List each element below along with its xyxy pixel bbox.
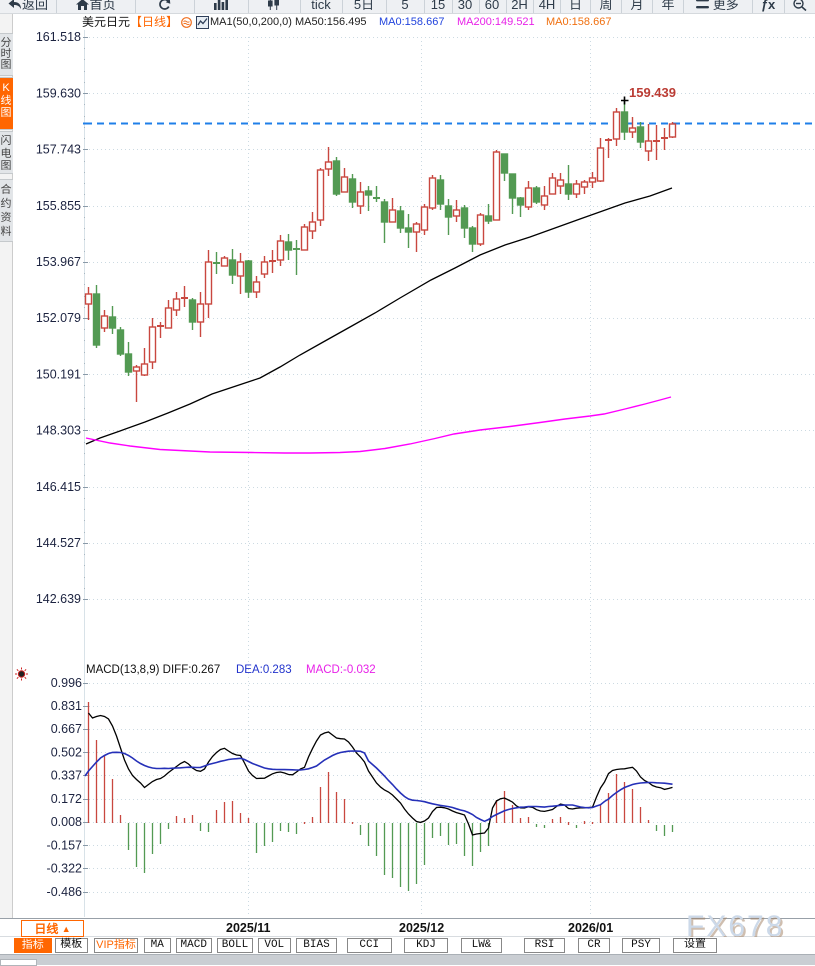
svg-text:0.008: 0.008 (51, 815, 82, 829)
svg-text:0.996: 0.996 (51, 676, 82, 690)
svg-text:153.967: 153.967 (36, 255, 81, 269)
svg-text:142.639: 142.639 (36, 592, 81, 606)
svg-text:159.439: 159.439 (629, 85, 676, 100)
svg-text:0.831: 0.831 (51, 699, 82, 713)
svg-text:0.667: 0.667 (51, 722, 82, 736)
svg-text:159.630: 159.630 (36, 86, 81, 100)
svg-text:161.518: 161.518 (36, 30, 81, 44)
svg-text:152.079: 152.079 (36, 311, 81, 325)
svg-text:0.337: 0.337 (51, 769, 82, 783)
svg-text:-0.322: -0.322 (47, 862, 82, 876)
svg-text:155.855: 155.855 (36, 199, 81, 213)
svg-text:144.527: 144.527 (36, 536, 81, 550)
svg-text:150.191: 150.191 (36, 367, 81, 381)
svg-text:148.303: 148.303 (36, 424, 81, 438)
svg-text:157.743: 157.743 (36, 143, 81, 157)
svg-text:0.172: 0.172 (51, 792, 82, 806)
svg-text:146.415: 146.415 (36, 480, 81, 494)
svg-text:-0.157: -0.157 (47, 838, 82, 852)
svg-text:0.502: 0.502 (51, 746, 82, 760)
svg-text:-0.486: -0.486 (47, 885, 82, 899)
